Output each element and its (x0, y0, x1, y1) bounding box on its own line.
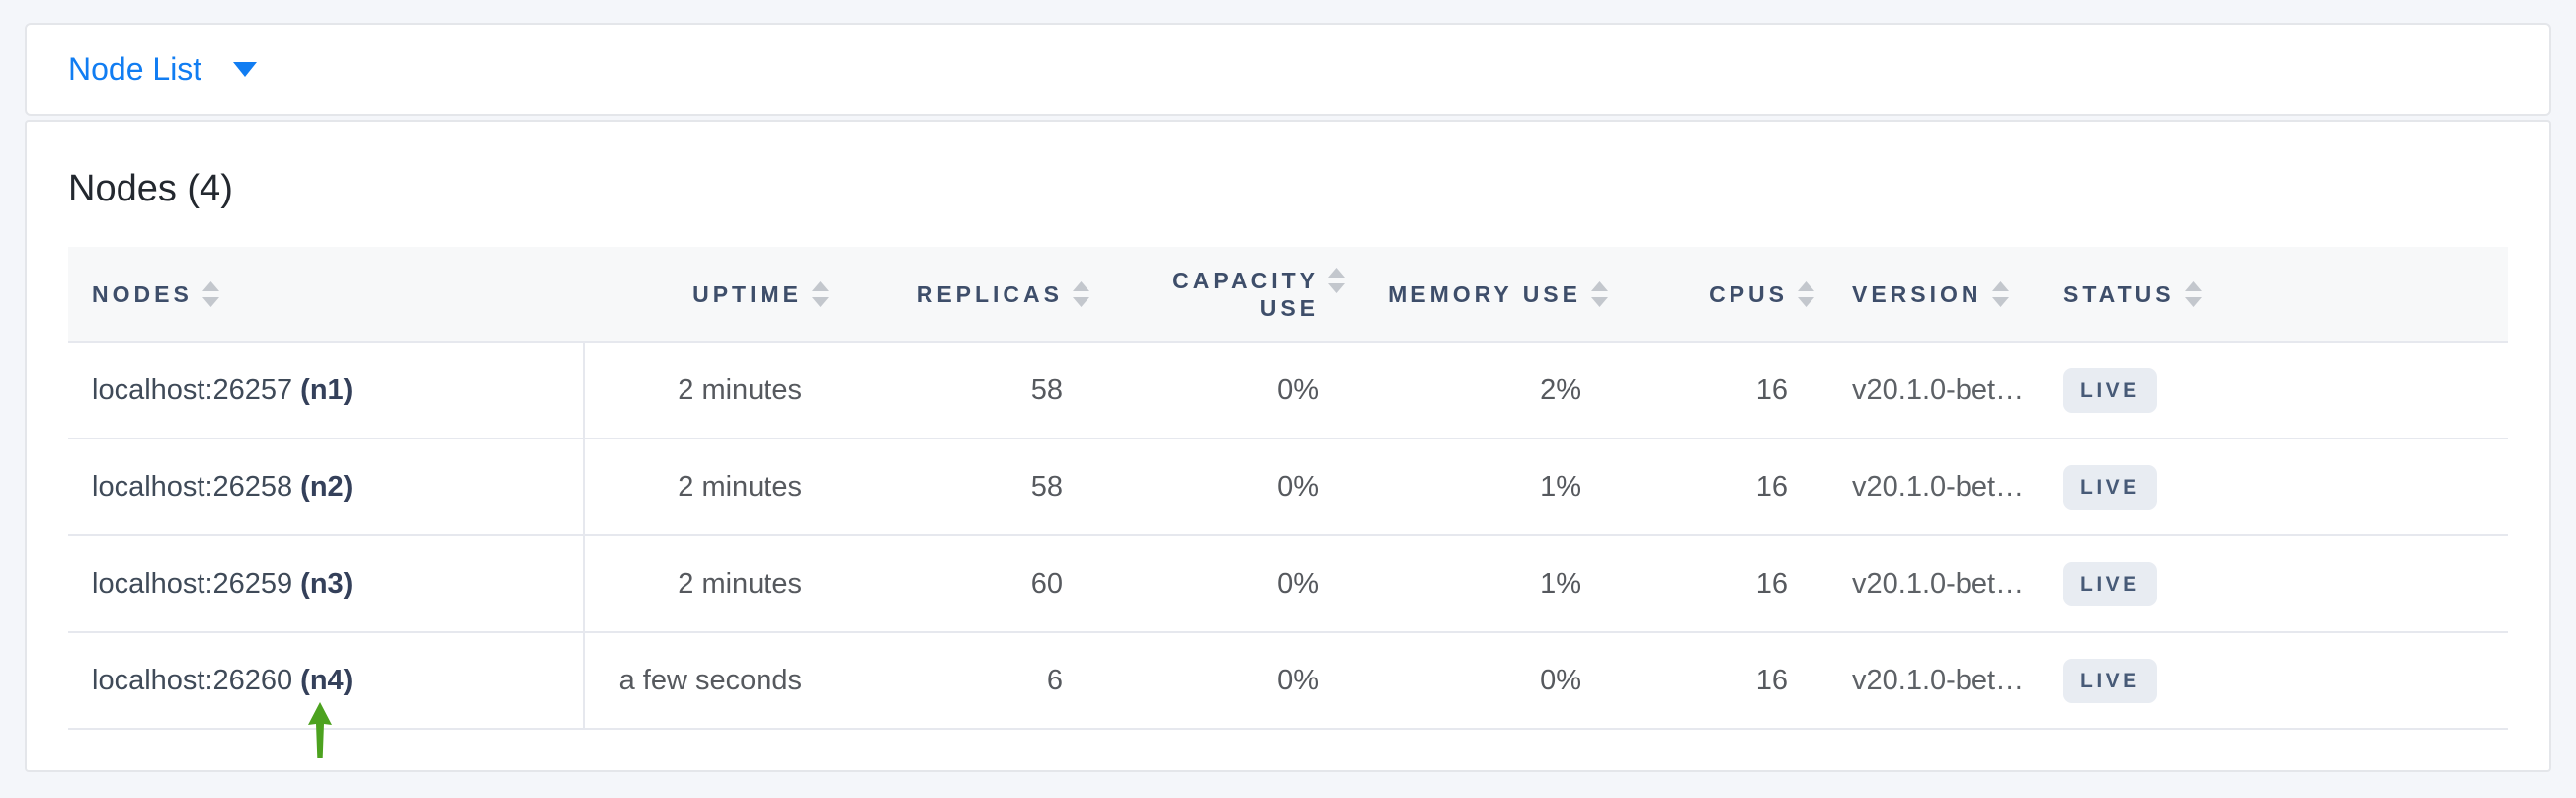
table-row[interactable]: localhost:26260 (n4) a few seconds 6 0% 0… (68, 631, 2508, 730)
node-address: localhost:26258 (92, 470, 293, 503)
view-selector-bar: Node List (25, 23, 2551, 116)
column-header-replicas[interactable]: REPLICAS (839, 247, 1099, 342)
replicas-cell: 58 (839, 438, 1099, 535)
uptime-cell: 2 minutes (584, 438, 839, 535)
uptime-cell: 2 minutes (584, 534, 839, 632)
column-header-version[interactable]: VERSION (1824, 247, 2036, 342)
chevron-down-icon (233, 61, 258, 77)
replicas-cell: 60 (839, 534, 1099, 632)
sort-icon (1798, 280, 1814, 307)
uptime-cell: a few seconds (584, 631, 839, 730)
sort-icon (1073, 280, 1089, 307)
column-header-uptime[interactable]: UPTIME (584, 247, 839, 342)
memory-use-cell: 1% (1355, 534, 1618, 632)
column-header-capacity-use[interactable]: CAPACITY USE (1099, 247, 1355, 342)
sort-icon (1991, 280, 2009, 307)
capacity-use-cell: 0% (1099, 341, 1355, 439)
node-address: localhost:26257 (92, 373, 293, 406)
cpus-cell: 16 (1618, 534, 1824, 632)
node-address-cell: localhost:26258 (n2) (68, 438, 585, 535)
status-badge: LIVE (2063, 561, 2157, 606)
status-cell: LIVE (2036, 438, 2508, 535)
status-badge: LIVE (2063, 464, 2157, 510)
cpus-cell: 16 (1618, 438, 1824, 535)
node-id: (n2) (300, 470, 354, 503)
node-address: localhost:26260 (92, 664, 293, 696)
sort-icon (2184, 280, 2202, 307)
cpus-cell: 16 (1618, 631, 1824, 730)
node-id: (n3) (300, 567, 354, 599)
node-address-cell: localhost:26257 (n1) (68, 341, 585, 439)
version-cell: v20.1.0-bet… (1824, 631, 2036, 730)
capacity-use-cell: 0% (1099, 631, 1355, 730)
sort-icon (201, 280, 219, 307)
sort-icon (1591, 280, 1608, 307)
node-address: localhost:26259 (92, 567, 293, 599)
node-id: (n4) (300, 664, 354, 696)
memory-use-cell: 2% (1355, 341, 1618, 439)
table-row[interactable]: localhost:26258 (n2) 2 minutes 58 0% 1% 1… (68, 438, 2508, 535)
page-title: Nodes (4) (68, 168, 233, 209)
replicas-cell: 6 (839, 631, 1099, 730)
sort-icon (1328, 267, 1345, 293)
memory-use-cell: 0% (1355, 631, 1618, 730)
green-arrow-annotation-icon (308, 702, 332, 758)
node-list-dropdown-label: Node List (68, 50, 202, 87)
node-list-dropdown[interactable]: Node List (68, 50, 258, 88)
column-header-status[interactable]: STATUS (2036, 247, 2508, 342)
capacity-use-cell: 0% (1099, 534, 1355, 632)
status-cell: LIVE (2036, 534, 2508, 632)
status-badge: LIVE (2063, 367, 2157, 413)
column-header-nodes[interactable]: NODES (68, 247, 584, 342)
version-cell: v20.1.0-bet… (1824, 534, 2036, 632)
uptime-cell: 2 minutes (584, 341, 839, 439)
nodes-panel: Nodes (4) NODES UPTIME REPLICAS (25, 120, 2551, 772)
sort-icon (812, 280, 829, 307)
table-row[interactable]: localhost:26257 (n1) 2 minutes 58 0% 2% 1… (68, 341, 2508, 439)
version-cell: v20.1.0-bet… (1824, 438, 2036, 535)
node-address-cell: localhost:26260 (n4) (68, 631, 585, 730)
table-header-row: NODES UPTIME REPLICAS CAPACITY USE MEMOR… (68, 247, 2508, 342)
nodes-table: NODES UPTIME REPLICAS CAPACITY USE MEMOR… (68, 247, 2508, 730)
column-header-cpus[interactable]: CPUS (1618, 247, 1824, 342)
replicas-cell: 58 (839, 341, 1099, 439)
node-id: (n1) (300, 373, 354, 406)
table-row[interactable]: localhost:26259 (n3) 2 minutes 60 0% 1% 1… (68, 534, 2508, 632)
column-header-memory-use[interactable]: MEMORY USE (1355, 247, 1618, 342)
status-cell: LIVE (2036, 631, 2508, 730)
version-cell: v20.1.0-bet… (1824, 341, 2036, 439)
cpus-cell: 16 (1618, 341, 1824, 439)
node-address-cell: localhost:26259 (n3) (68, 534, 585, 632)
status-cell: LIVE (2036, 341, 2508, 439)
capacity-use-cell: 0% (1099, 438, 1355, 535)
memory-use-cell: 1% (1355, 438, 1618, 535)
status-badge: LIVE (2063, 658, 2157, 703)
